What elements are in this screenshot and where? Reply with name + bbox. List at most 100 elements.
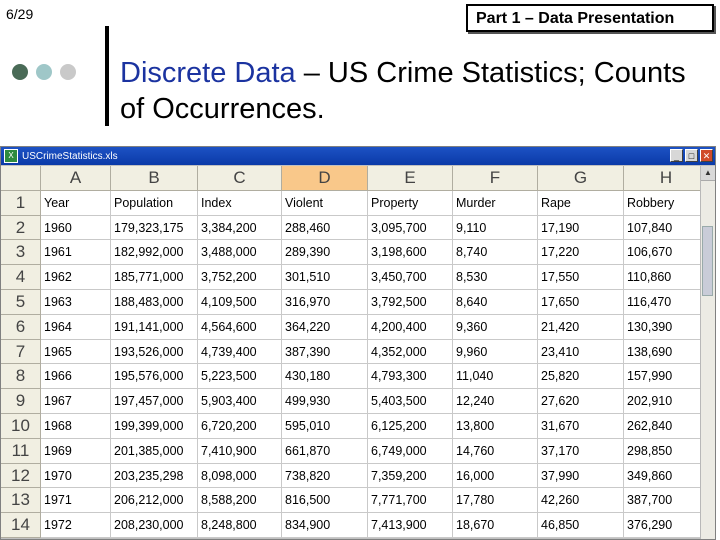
sheet-cell[interactable]: 179,323,175 [111, 215, 198, 241]
sheet-cell[interactable]: Robbery [624, 190, 709, 216]
sheet-cell[interactable]: Violent [282, 190, 368, 216]
sheet-cell[interactable]: 661,870 [282, 438, 368, 464]
sheet-cell[interactable]: 12,240 [453, 389, 538, 414]
sheet-cell[interactable]: 4,200,400 [368, 314, 453, 340]
select-all-corner[interactable] [1, 166, 41, 191]
sheet-cell[interactable]: 7,771,700 [368, 488, 453, 514]
sheet-cell[interactable]: 3,752,200 [198, 265, 282, 290]
sheet-cell[interactable]: Population [111, 190, 198, 216]
column-header-d[interactable]: D [282, 166, 368, 191]
column-header-a[interactable]: A [41, 166, 111, 191]
sheet-cell[interactable]: 499,930 [282, 389, 368, 414]
sheet-cell[interactable]: 107,840 [624, 215, 709, 241]
sheet-cell[interactable]: 116,470 [624, 289, 709, 315]
sheet-cell[interactable]: 9,360 [453, 314, 538, 340]
row-header[interactable]: 10 [1, 413, 41, 439]
vertical-scrollbar[interactable]: ▲ [700, 166, 715, 539]
sheet-cell[interactable]: 1961 [41, 240, 111, 266]
sheet-cell[interactable]: 1966 [41, 364, 111, 390]
sheet-cell[interactable]: 46,850 [538, 513, 624, 538]
sheet-cell[interactable]: 130,390 [624, 314, 709, 340]
sheet-cell[interactable]: 106,670 [624, 240, 709, 266]
column-header-e[interactable]: E [368, 166, 453, 191]
sheet-cell[interactable]: 6,125,200 [368, 413, 453, 439]
sheet-cell[interactable]: 316,970 [282, 289, 368, 315]
sheet-cell[interactable]: 3,792,500 [368, 289, 453, 315]
sheet-cell[interactable]: 185,771,000 [111, 265, 198, 290]
scroll-up-icon[interactable]: ▲ [701, 166, 715, 181]
sheet-cell[interactable]: 27,620 [538, 389, 624, 414]
minimize-button[interactable]: _ [670, 149, 683, 162]
maximize-button[interactable]: □ [685, 149, 698, 162]
close-button[interactable]: ✕ [700, 149, 713, 162]
sheet-cell[interactable]: 6,749,000 [368, 438, 453, 464]
sheet-cell[interactable]: 738,820 [282, 463, 368, 489]
sheet-cell[interactable]: 1965 [41, 339, 111, 365]
sheet-cell[interactable]: 289,390 [282, 240, 368, 266]
sheet-cell[interactable]: 206,212,000 [111, 488, 198, 514]
row-header[interactable]: 1 [1, 190, 41, 216]
sheet-cell[interactable]: 595,010 [282, 413, 368, 439]
sheet-cell[interactable]: 3,095,700 [368, 215, 453, 241]
sheet-cell[interactable]: 199,399,000 [111, 413, 198, 439]
column-header-c[interactable]: C [198, 166, 282, 191]
sheet-cell[interactable]: 4,109,500 [198, 289, 282, 315]
sheet-cell[interactable]: 23,410 [538, 339, 624, 365]
sheet-cell[interactable]: 1972 [41, 513, 111, 538]
sheet-cell[interactable]: 3,198,600 [368, 240, 453, 266]
sheet-cell[interactable]: Property [368, 190, 453, 216]
sheet-cell[interactable]: 9,960 [453, 339, 538, 365]
sheet-cell[interactable]: Murder [453, 190, 538, 216]
sheet-cell[interactable]: 188,483,000 [111, 289, 198, 315]
sheet-cell[interactable]: Year [41, 190, 111, 216]
row-header[interactable]: 5 [1, 289, 41, 315]
sheet-cell[interactable]: 138,690 [624, 339, 709, 365]
sheet-cell[interactable]: 4,739,400 [198, 339, 282, 365]
sheet-cell[interactable]: 3,384,200 [198, 215, 282, 241]
column-header-g[interactable]: G [538, 166, 624, 191]
row-header[interactable]: 6 [1, 314, 41, 340]
sheet-cell[interactable]: 3,450,700 [368, 265, 453, 290]
row-header[interactable]: 8 [1, 364, 41, 390]
sheet-cell[interactable]: 1960 [41, 215, 111, 241]
row-header[interactable]: 14 [1, 513, 41, 538]
sheet-cell[interactable]: 197,457,000 [111, 389, 198, 414]
sheet-cell[interactable]: 14,760 [453, 438, 538, 464]
sheet-cell[interactable]: 5,403,500 [368, 389, 453, 414]
sheet-cell[interactable]: 376,290 [624, 513, 709, 538]
sheet-cell[interactable]: 8,588,200 [198, 488, 282, 514]
sheet-cell[interactable]: 195,576,000 [111, 364, 198, 390]
sheet-cell[interactable]: 4,352,000 [368, 339, 453, 365]
sheet-cell[interactable]: 364,220 [282, 314, 368, 340]
sheet-cell[interactable]: 182,992,000 [111, 240, 198, 266]
sheet-cell[interactable]: 17,220 [538, 240, 624, 266]
sheet-cell[interactable]: 37,170 [538, 438, 624, 464]
sheet-cell[interactable]: 1969 [41, 438, 111, 464]
sheet-cell[interactable]: 1970 [41, 463, 111, 489]
row-header[interactable]: 2 [1, 215, 41, 241]
sheet-cell[interactable]: 5,223,500 [198, 364, 282, 390]
sheet-cell[interactable]: 1963 [41, 289, 111, 315]
sheet-cell[interactable]: 1967 [41, 389, 111, 414]
scroll-thumb[interactable] [702, 226, 713, 296]
sheet-cell[interactable]: 7,359,200 [368, 463, 453, 489]
sheet-cell[interactable]: 25,820 [538, 364, 624, 390]
sheet-cell[interactable]: 42,260 [538, 488, 624, 514]
sheet-cell[interactable]: 387,700 [624, 488, 709, 514]
sheet-cell[interactable]: Index [198, 190, 282, 216]
sheet-cell[interactable]: 816,500 [282, 488, 368, 514]
sheet-cell[interactable]: 202,910 [624, 389, 709, 414]
sheet-cell[interactable]: 1964 [41, 314, 111, 340]
row-header[interactable]: 11 [1, 438, 41, 464]
sheet-cell[interactable]: 3,488,000 [198, 240, 282, 266]
sheet-cell[interactable]: 193,526,000 [111, 339, 198, 365]
sheet-cell[interactable]: 7,413,900 [368, 513, 453, 538]
sheet-cell[interactable]: 4,564,600 [198, 314, 282, 340]
sheet-cell[interactable]: 430,180 [282, 364, 368, 390]
sheet-cell[interactable]: 8,248,800 [198, 513, 282, 538]
sheet-cell[interactable]: 387,390 [282, 339, 368, 365]
sheet-cell[interactable]: 834,900 [282, 513, 368, 538]
sheet-cell[interactable]: 17,780 [453, 488, 538, 514]
sheet-cell[interactable]: 17,550 [538, 265, 624, 290]
sheet-cell[interactable]: 203,235,298 [111, 463, 198, 489]
